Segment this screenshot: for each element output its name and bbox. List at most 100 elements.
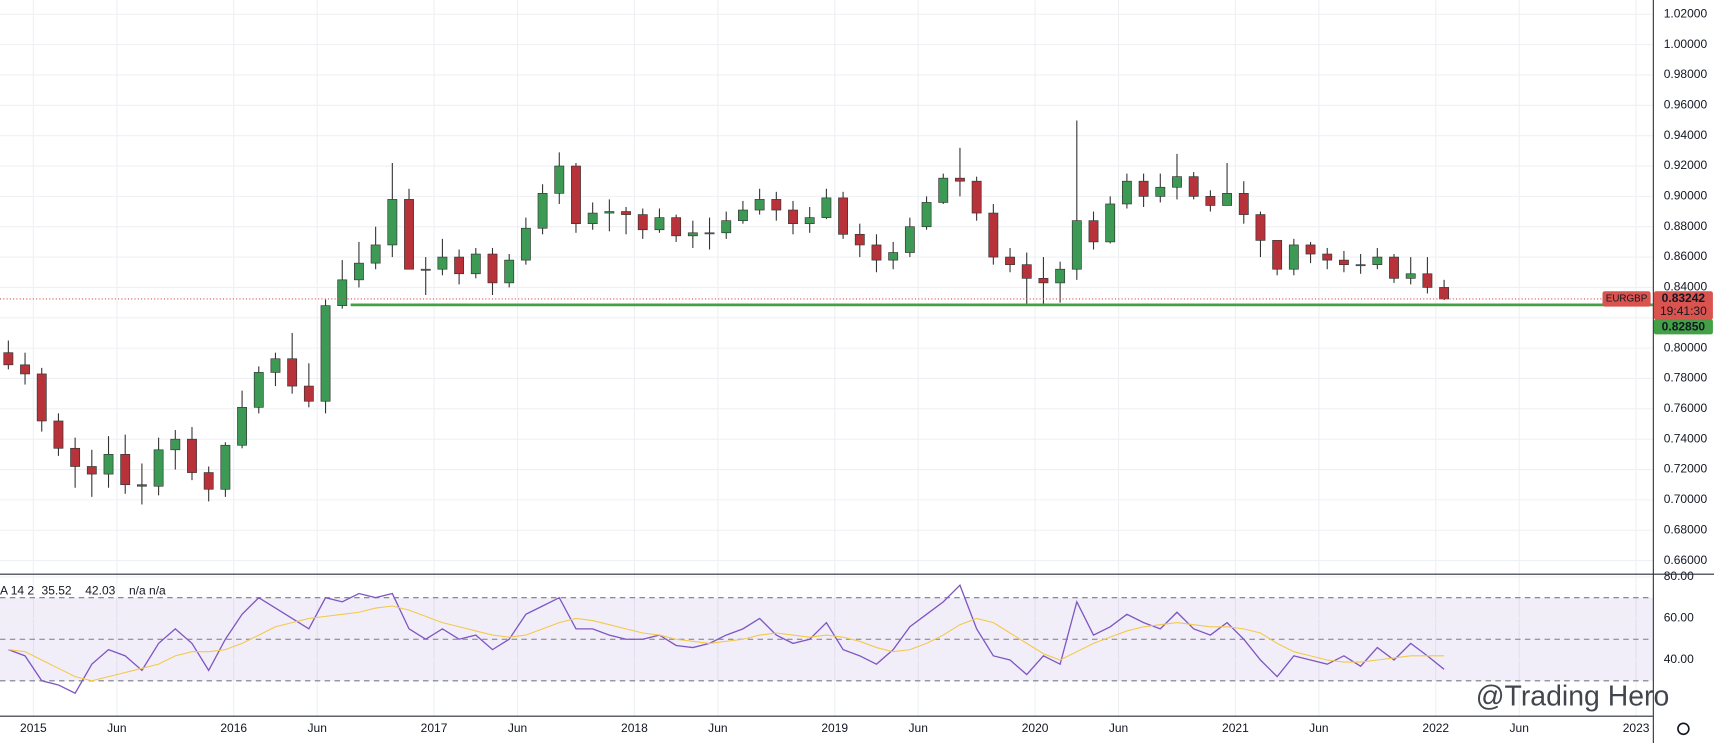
candle-body [754,199,765,211]
y-tick-label: 0.86000 [1664,249,1708,263]
candle-body [86,466,97,475]
candle-body [988,212,999,258]
y-tick-label: 0.72000 [1664,462,1708,476]
candle-body [487,253,498,284]
candle-body [971,180,982,214]
candle-body [1389,256,1399,279]
candle-body [888,252,899,261]
y-tick-label: 0.96000 [1664,97,1708,111]
candle-body [604,211,615,214]
candle-body [1005,256,1015,265]
candle-body [387,199,398,246]
candle-body [687,232,698,237]
candle-body [938,177,949,203]
candle-body [587,212,598,225]
candle-body [838,197,849,235]
candle-body [1422,273,1433,288]
candle-body [303,385,314,402]
x-tick-label: Jun [1309,721,1328,735]
candle-body [237,406,247,446]
candle-body [1055,268,1066,284]
y-tick-label: 0.92000 [1664,158,1708,172]
y-tick-label: 0.84000 [1664,280,1708,294]
x-tick-label: 2023 [1623,721,1650,735]
x-tick-label: Jun [308,721,327,735]
candle-body [1138,180,1149,197]
candle-body [1188,176,1199,197]
candle-body [203,472,214,490]
candle-body [53,420,64,449]
price-badge [1653,319,1713,335]
rsi-line [8,605,1445,682]
candle-body [1105,203,1116,243]
candle-body [1121,180,1132,205]
countdown-label: 19:41:30 [1660,304,1707,318]
x-tick-label: Jun [1109,721,1128,735]
x-tick-label: Jun [708,721,727,735]
y-tick-label: 0.94000 [1664,128,1708,142]
x-tick-label: 2015 [20,721,47,735]
candle-body [420,268,431,271]
candle-body [554,165,565,194]
last-price-badge [1653,291,1713,320]
candle-body [1288,244,1299,270]
x-tick-label: Jun [107,721,126,735]
rsi-tick-label: 40.00 [1664,652,1694,666]
candle-body [170,438,181,451]
candle-body [737,209,748,221]
candle-body [1272,240,1283,270]
x-tick-label: Jun [1510,721,1529,735]
candle-body [437,256,448,270]
candle-body [520,227,531,261]
symbol-badge [1602,291,1651,307]
candle-body [454,256,465,275]
price-badge-label: 0.82850 [1662,319,1706,333]
candle-body [1071,220,1082,270]
candle-body [537,193,548,229]
x-tick-label: 2019 [821,721,848,735]
x-tick-label: 2017 [421,721,448,735]
candle-body [120,454,131,486]
candle-body [270,358,281,373]
candle-body [771,199,782,211]
candle-body [804,217,815,225]
y-tick-label: 0.78000 [1664,371,1708,385]
candle-body [637,214,648,231]
candle-body [1222,193,1232,206]
rsi-legend: n/a n/a [129,583,166,597]
candle-body [921,202,932,228]
x-tick-label: 2020 [1022,721,1049,735]
candle-body [404,199,414,270]
candle-body [337,279,348,306]
x-tick-label: Jun [508,721,527,735]
settings-icon[interactable] [1677,722,1690,736]
candle-body [671,217,682,237]
rsi-tick-label: 60.00 [1664,611,1694,625]
candle-body [504,259,515,284]
y-tick-label: 0.70000 [1664,492,1708,506]
candle-body [1038,277,1049,284]
candle-body [1339,259,1349,265]
candle-body [1405,273,1416,279]
candle-body [220,444,231,490]
rsi-legend: 35.52 [42,583,72,597]
candle-body [1355,264,1366,267]
candle-body [136,484,147,487]
candle-body [654,217,665,231]
candle-body [621,211,631,215]
candle-body [470,253,481,275]
x-tick-label: 2021 [1222,721,1249,735]
symbol-badge-label: EURGBP [1606,294,1648,305]
candle-body [1322,253,1333,261]
y-tick-label: 0.90000 [1664,189,1708,203]
candle-body [153,449,164,487]
y-tick-label: 0.80000 [1664,340,1708,354]
x-tick-label: 2016 [220,721,247,735]
rsi-legend: 42.03 [85,583,115,597]
candle-body [955,177,965,182]
rsi-legend: A 14 2 [0,583,34,597]
candle-body [1021,264,1032,279]
